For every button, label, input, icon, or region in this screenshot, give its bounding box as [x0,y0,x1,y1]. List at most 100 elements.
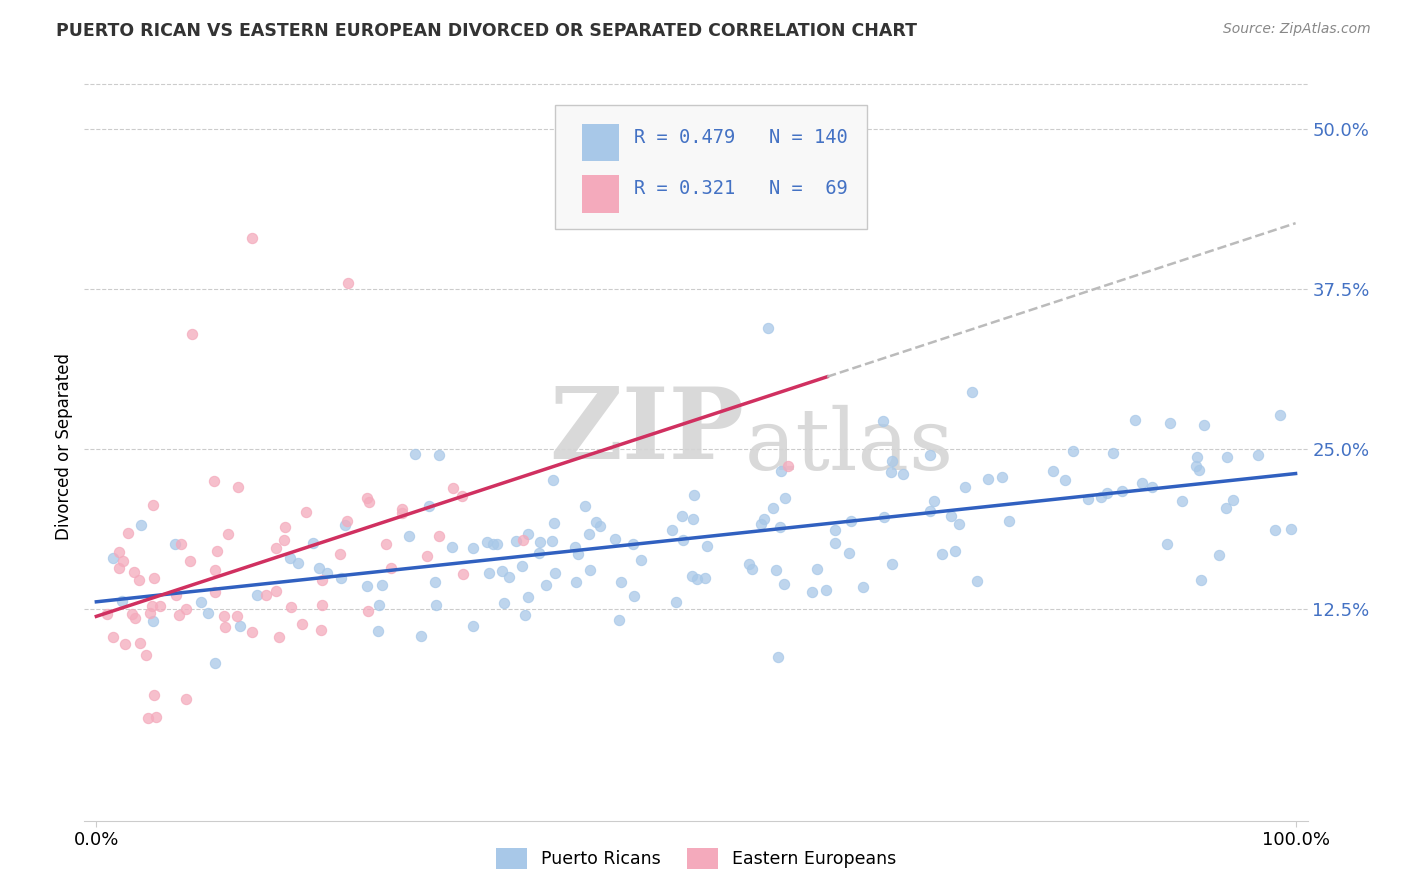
Point [240,231,263,245]
Point [924,494,946,508]
Point [477,534,499,549]
Point [1188,462,1211,476]
Point [111,554,134,568]
Text: PUERTO RICAN VS EASTERN EUROPEAN DIVORCED OR SEPARATED CORRELATION CHART: PUERTO RICAN VS EASTERN EUROPEAN DIVORCE… [56,22,917,40]
Point [463,541,485,555]
Point [534,578,557,592]
Text: Source: ZipAtlas.com: Source: ZipAtlas.com [1223,22,1371,37]
Point [240,625,263,640]
Point [966,574,988,588]
Point [769,464,792,478]
Point [544,566,567,581]
Point [1062,444,1084,458]
Point [579,563,602,577]
Point [124,610,146,624]
Point [329,547,352,561]
Point [367,598,389,612]
Point [585,515,607,529]
Point [142,498,165,512]
Point [145,709,167,723]
Point [893,467,915,482]
Point [356,579,378,593]
Point [486,537,509,551]
Point [1053,473,1076,487]
Point [564,575,586,590]
Point [409,629,432,643]
Point [441,481,464,495]
Point [170,536,193,550]
Point [603,532,626,546]
Point [273,533,295,547]
Point [371,577,394,591]
Point [1090,491,1112,505]
Point [287,557,309,571]
Point [852,580,875,594]
Point [512,533,534,547]
Point [423,575,446,590]
Point [1123,413,1146,427]
Point [245,588,267,602]
Point [330,571,353,585]
Point [356,491,378,505]
Point [749,517,772,532]
FancyBboxPatch shape [582,175,619,212]
Point [135,648,157,662]
Point [960,384,983,399]
Point [204,656,226,670]
Point [527,546,550,560]
Point [128,573,150,587]
Legend: Puerto Ricans, Eastern Europeans: Puerto Ricans, Eastern Europeans [489,840,903,876]
Point [686,572,709,586]
Point [505,534,527,549]
Point [451,566,474,581]
Point [814,582,837,597]
Point [202,474,225,488]
Point [96,607,118,621]
Point [391,507,413,521]
Point [149,599,172,613]
Point [1194,418,1216,433]
Point [838,545,860,559]
Point [931,547,953,561]
Point [374,536,396,550]
Point [226,480,249,494]
Point [955,480,977,494]
Point [228,619,250,633]
Point [880,454,903,468]
Point [427,448,450,462]
Point [540,534,562,549]
Point [1171,493,1194,508]
Point [478,566,501,581]
Point [163,537,186,551]
Text: R = 0.479   N = 140: R = 0.479 N = 140 [634,128,848,147]
Point [302,536,325,550]
Point [482,537,505,551]
Point [529,534,551,549]
Point [1185,459,1208,474]
Point [111,594,134,608]
Point [117,526,139,541]
Point [391,502,413,516]
Point [772,577,794,591]
Point [197,607,219,621]
Point [174,602,197,616]
Point [316,566,339,581]
Point [128,636,150,650]
Point [1246,448,1268,462]
Point [418,499,440,513]
Point [114,637,136,651]
Point [217,527,239,541]
Point [918,448,941,462]
Point [1222,493,1244,508]
Point [769,520,792,534]
Point [1132,475,1154,490]
Point [492,596,515,610]
Point [165,588,187,602]
Point [766,650,789,665]
Point [309,623,332,637]
Point [513,607,536,622]
Point [873,510,896,524]
Point [665,595,688,609]
Point [672,533,695,547]
Point [948,516,970,531]
